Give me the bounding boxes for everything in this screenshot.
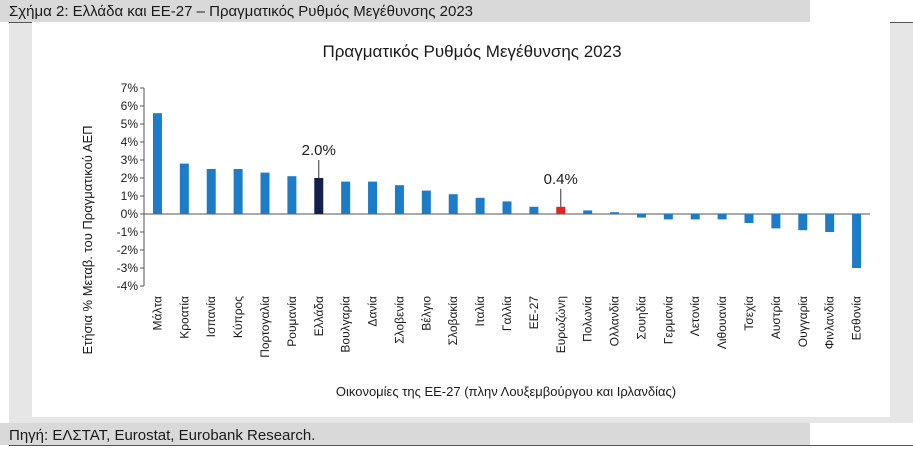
bar — [260, 172, 270, 214]
x-tick-label: Γαλλία — [500, 296, 514, 331]
y-tick-label: -4% — [117, 279, 139, 293]
y-ticks: 7% 6% 5% 4% 3% 2% 1% 0% -1% -2% -3% -4% — [117, 81, 144, 293]
panel-border-bottom — [9, 417, 890, 423]
y-tick-label: 1% — [121, 189, 139, 203]
bar — [771, 214, 781, 229]
x-tick-label: Σλοβενία — [392, 296, 406, 344]
bar — [717, 214, 727, 220]
y-axis-label: Ετήσια % Μεταβ. του Πραγματικού ΑΕΠ — [80, 125, 95, 354]
x-tick-label: Βουλγαρία — [339, 296, 353, 353]
x-tick-label: Κύπρος — [231, 296, 245, 338]
bar — [610, 212, 620, 214]
bar — [636, 214, 646, 218]
bottom-rule — [9, 445, 913, 446]
x-tick-label: Ιταλία — [473, 296, 487, 327]
caption-band — [0, 0, 810, 22]
x-tick-label: Τσεχία — [742, 296, 756, 331]
x-tick-label: Ολλανδία — [608, 296, 622, 346]
annotation-label: 2.0% — [302, 142, 336, 159]
bar — [341, 181, 351, 214]
x-tick-label: Αυστρία — [769, 296, 783, 339]
bar — [448, 194, 458, 214]
x-tick-label: Λετονία — [688, 296, 702, 336]
bar — [556, 206, 566, 214]
x-tick-label: Ευρωζώνη — [554, 296, 568, 353]
annotations: 2.0% 0.4% — [302, 142, 578, 207]
bar — [394, 185, 404, 214]
x-tick-label: Ισπανία — [204, 296, 218, 337]
bar — [529, 206, 539, 214]
x-tick-label: Πορτογαλία — [258, 296, 272, 358]
x-tick-label: Λιθουανία — [715, 296, 729, 349]
y-tick-label: 7% — [121, 81, 139, 95]
x-tick-label: Ουγγαρία — [796, 296, 810, 347]
x-tick-label: Μάλτα — [150, 296, 164, 331]
bar — [368, 181, 378, 214]
x-tick-label: Δανία — [366, 296, 380, 327]
bar — [852, 214, 862, 268]
bar — [583, 210, 593, 214]
bar — [825, 214, 835, 232]
bar — [314, 178, 324, 214]
x-tick-label: Σουηδία — [634, 296, 648, 340]
x-tick-labels: Μάλτα Κροατία Ισπανία Κύπρος Πορτογαλία Ρουμα… — [150, 296, 863, 358]
bar — [744, 214, 754, 223]
bar — [502, 201, 512, 214]
y-tick-label: 0% — [121, 207, 139, 221]
bar — [421, 190, 431, 214]
x-tick-label: Φινλανδία — [823, 296, 837, 349]
y-tick-label: 5% — [121, 117, 139, 131]
figure-caption: Σχήμα 2: Ελλάδα και ΕΕ-27 – Πραγματικός … — [9, 3, 474, 20]
source-band — [0, 423, 810, 445]
y-tick-label: 3% — [121, 153, 139, 167]
bar — [206, 169, 216, 214]
y-tick-label: 4% — [121, 135, 139, 149]
x-tick-label: Γερμανία — [661, 296, 675, 344]
axes — [143, 88, 870, 286]
bar — [287, 176, 297, 214]
y-tick-label: -1% — [117, 225, 139, 239]
y-tick-label: 6% — [121, 99, 139, 113]
bar — [152, 113, 162, 214]
x-axis-label: Οικονομίες της ΕΕ-27 (πλην Λουξεμβούργου… — [336, 384, 676, 399]
chart-title: Πραγματικός Ρυθμός Μεγέθυνσης 2023 — [322, 42, 621, 61]
x-tick-label: Κροατία — [177, 296, 191, 339]
x-tick-label: Σλοβακία — [446, 296, 460, 345]
panel-border-right — [890, 23, 913, 423]
bars — [152, 113, 862, 268]
x-tick-label: Εσθονία — [850, 296, 864, 340]
y-tick-label: -2% — [117, 243, 139, 257]
source-note: Πηγή: ΕΛΣΤΑΤ, Eurostat, Eurobank Researc… — [9, 427, 316, 444]
annotation-label: 0.4% — [544, 171, 578, 188]
panel-border-left — [9, 23, 32, 423]
bar — [233, 169, 243, 214]
y-tick-label: 2% — [121, 171, 139, 185]
bar — [690, 214, 700, 220]
x-tick-label: Ρουμανία — [285, 296, 299, 347]
bar — [798, 214, 808, 231]
x-tick-label: ΕΕ-27 — [527, 296, 541, 330]
y-tick-label: -3% — [117, 261, 139, 275]
x-tick-label: Ελλάδα — [312, 296, 326, 336]
bar — [663, 214, 673, 220]
x-tick-label: Βέλγιο — [419, 296, 433, 331]
bar — [475, 197, 485, 214]
x-tick-label: Πολωνία — [581, 296, 595, 342]
bar — [179, 163, 189, 214]
